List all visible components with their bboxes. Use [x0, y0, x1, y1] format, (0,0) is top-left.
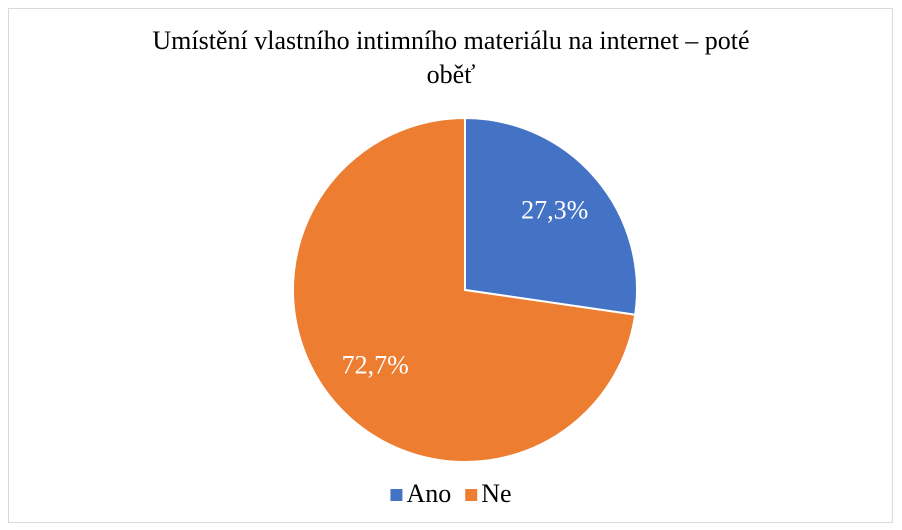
legend-label: Ne [481, 479, 511, 508]
legend-swatch [390, 489, 403, 501]
data-label: 27,3% [521, 195, 588, 224]
data-label: 72,7% [342, 351, 409, 380]
chart-title: Umístění vlastního intimního materiálu n… [152, 26, 750, 89]
legend-label: Ano [406, 479, 451, 508]
legend-swatch [465, 489, 478, 501]
pie-slice [292, 116, 637, 463]
pie-slice [464, 116, 638, 316]
